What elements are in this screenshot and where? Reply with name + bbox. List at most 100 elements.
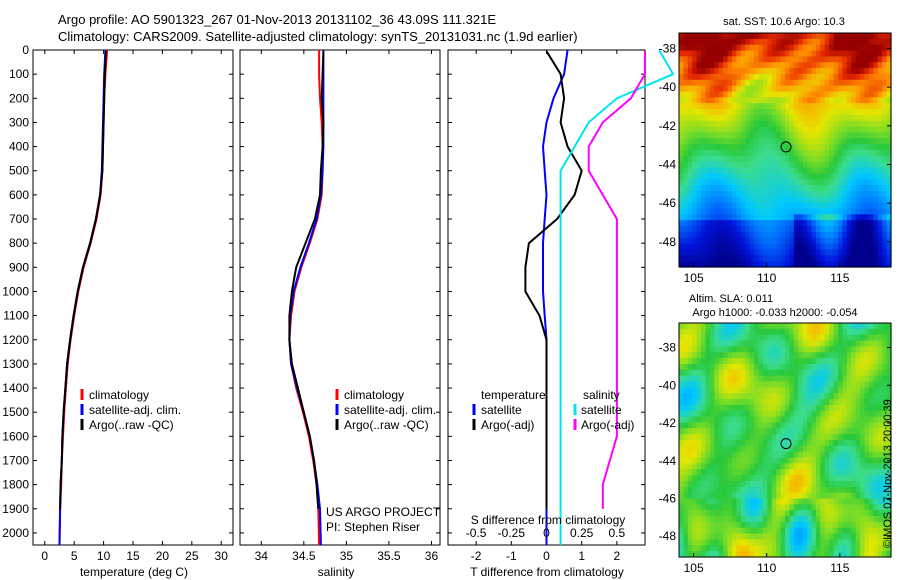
map-cell	[705, 179, 711, 186]
map-cell	[877, 545, 883, 552]
map-cell	[754, 255, 760, 262]
map-cell	[709, 62, 715, 69]
map-cell	[749, 120, 755, 128]
map-cell	[762, 167, 768, 174]
map-cell	[696, 68, 702, 75]
map-cell	[701, 404, 707, 412]
map-cell	[696, 237, 702, 245]
map-cell	[868, 103, 874, 110]
map-cell	[789, 358, 795, 365]
map-cell	[683, 231, 689, 239]
map-cell	[846, 196, 852, 204]
map-cell	[740, 202, 746, 210]
map-cell	[718, 85, 724, 93]
map-cell	[723, 50, 729, 57]
map-cell	[780, 237, 786, 245]
map-cell	[745, 428, 751, 435]
map-cell	[864, 363, 870, 371]
map-cell	[802, 79, 808, 87]
map-cell	[846, 457, 852, 464]
map-cell	[820, 114, 826, 122]
project-annotation-1: US ARGO PROJECT	[326, 505, 441, 519]
map-cell	[709, 138, 715, 145]
map-cell	[709, 226, 715, 233]
map-cell	[767, 155, 773, 163]
map-cell	[798, 352, 804, 359]
map-cell	[811, 475, 817, 482]
map-cell	[780, 399, 786, 406]
map-cell	[745, 387, 751, 394]
map-cell	[780, 68, 786, 75]
map-cell	[798, 173, 804, 180]
map-cell	[736, 190, 742, 198]
map-cell	[709, 155, 715, 163]
map-cell	[802, 428, 808, 435]
map-cell	[732, 346, 738, 353]
map-cell	[732, 85, 738, 93]
map-cell	[851, 196, 857, 204]
map-cell	[811, 138, 817, 145]
map-cell	[745, 346, 751, 353]
map-cell	[736, 375, 742, 383]
map-cell	[771, 56, 777, 63]
map-cell	[749, 173, 755, 180]
map-cell	[762, 480, 768, 488]
map-cell	[886, 480, 892, 488]
map-cell	[714, 498, 720, 505]
map-cell	[868, 33, 874, 40]
map-cell	[807, 196, 813, 204]
map-cell	[793, 155, 799, 163]
map-cell	[709, 202, 715, 210]
map-cell	[789, 475, 795, 482]
map-cell	[855, 190, 861, 198]
map-cell	[718, 457, 724, 464]
map-cell	[718, 346, 724, 353]
map-cell	[842, 539, 848, 546]
map-cell	[855, 109, 861, 116]
map-cell	[723, 410, 729, 418]
map-cell	[754, 138, 760, 145]
map-cell	[842, 428, 848, 435]
map-cell	[864, 68, 870, 75]
map-cell	[846, 416, 852, 424]
map-cell	[723, 44, 729, 52]
map-cell	[749, 404, 755, 412]
map-cell	[882, 410, 888, 418]
map-cell	[864, 109, 870, 116]
map-cell	[829, 56, 835, 63]
map-cell	[802, 387, 808, 394]
map-cell	[873, 126, 879, 134]
map-cell	[842, 457, 848, 464]
map-cell	[833, 109, 839, 116]
map-cell	[793, 533, 799, 541]
map-cell	[683, 516, 689, 523]
map-cell	[683, 103, 689, 110]
map-cell	[793, 387, 799, 394]
map-cell	[842, 126, 848, 134]
map-cell	[780, 551, 786, 558]
map-cell	[701, 50, 707, 57]
map-cell	[776, 521, 782, 529]
map-cell	[882, 85, 888, 93]
map-cell	[780, 545, 786, 552]
map-cell	[687, 510, 693, 517]
map-cell	[811, 196, 817, 204]
map-cell	[785, 399, 791, 406]
map-cell	[815, 103, 821, 110]
map-cell	[754, 387, 760, 394]
map-cell	[833, 196, 839, 204]
map-cell	[798, 114, 804, 122]
map-cell	[732, 114, 738, 122]
map-cell	[745, 434, 751, 441]
map-cell	[687, 475, 693, 482]
map-cell	[736, 410, 742, 418]
map-cell	[785, 363, 791, 371]
map-cell	[758, 363, 764, 371]
map-cell	[714, 56, 720, 63]
map-cell	[815, 243, 821, 251]
map-cell	[864, 451, 870, 459]
map-cell	[882, 68, 888, 75]
map-cell	[718, 261, 724, 268]
map-cell	[838, 33, 844, 40]
map-cell	[718, 120, 724, 128]
